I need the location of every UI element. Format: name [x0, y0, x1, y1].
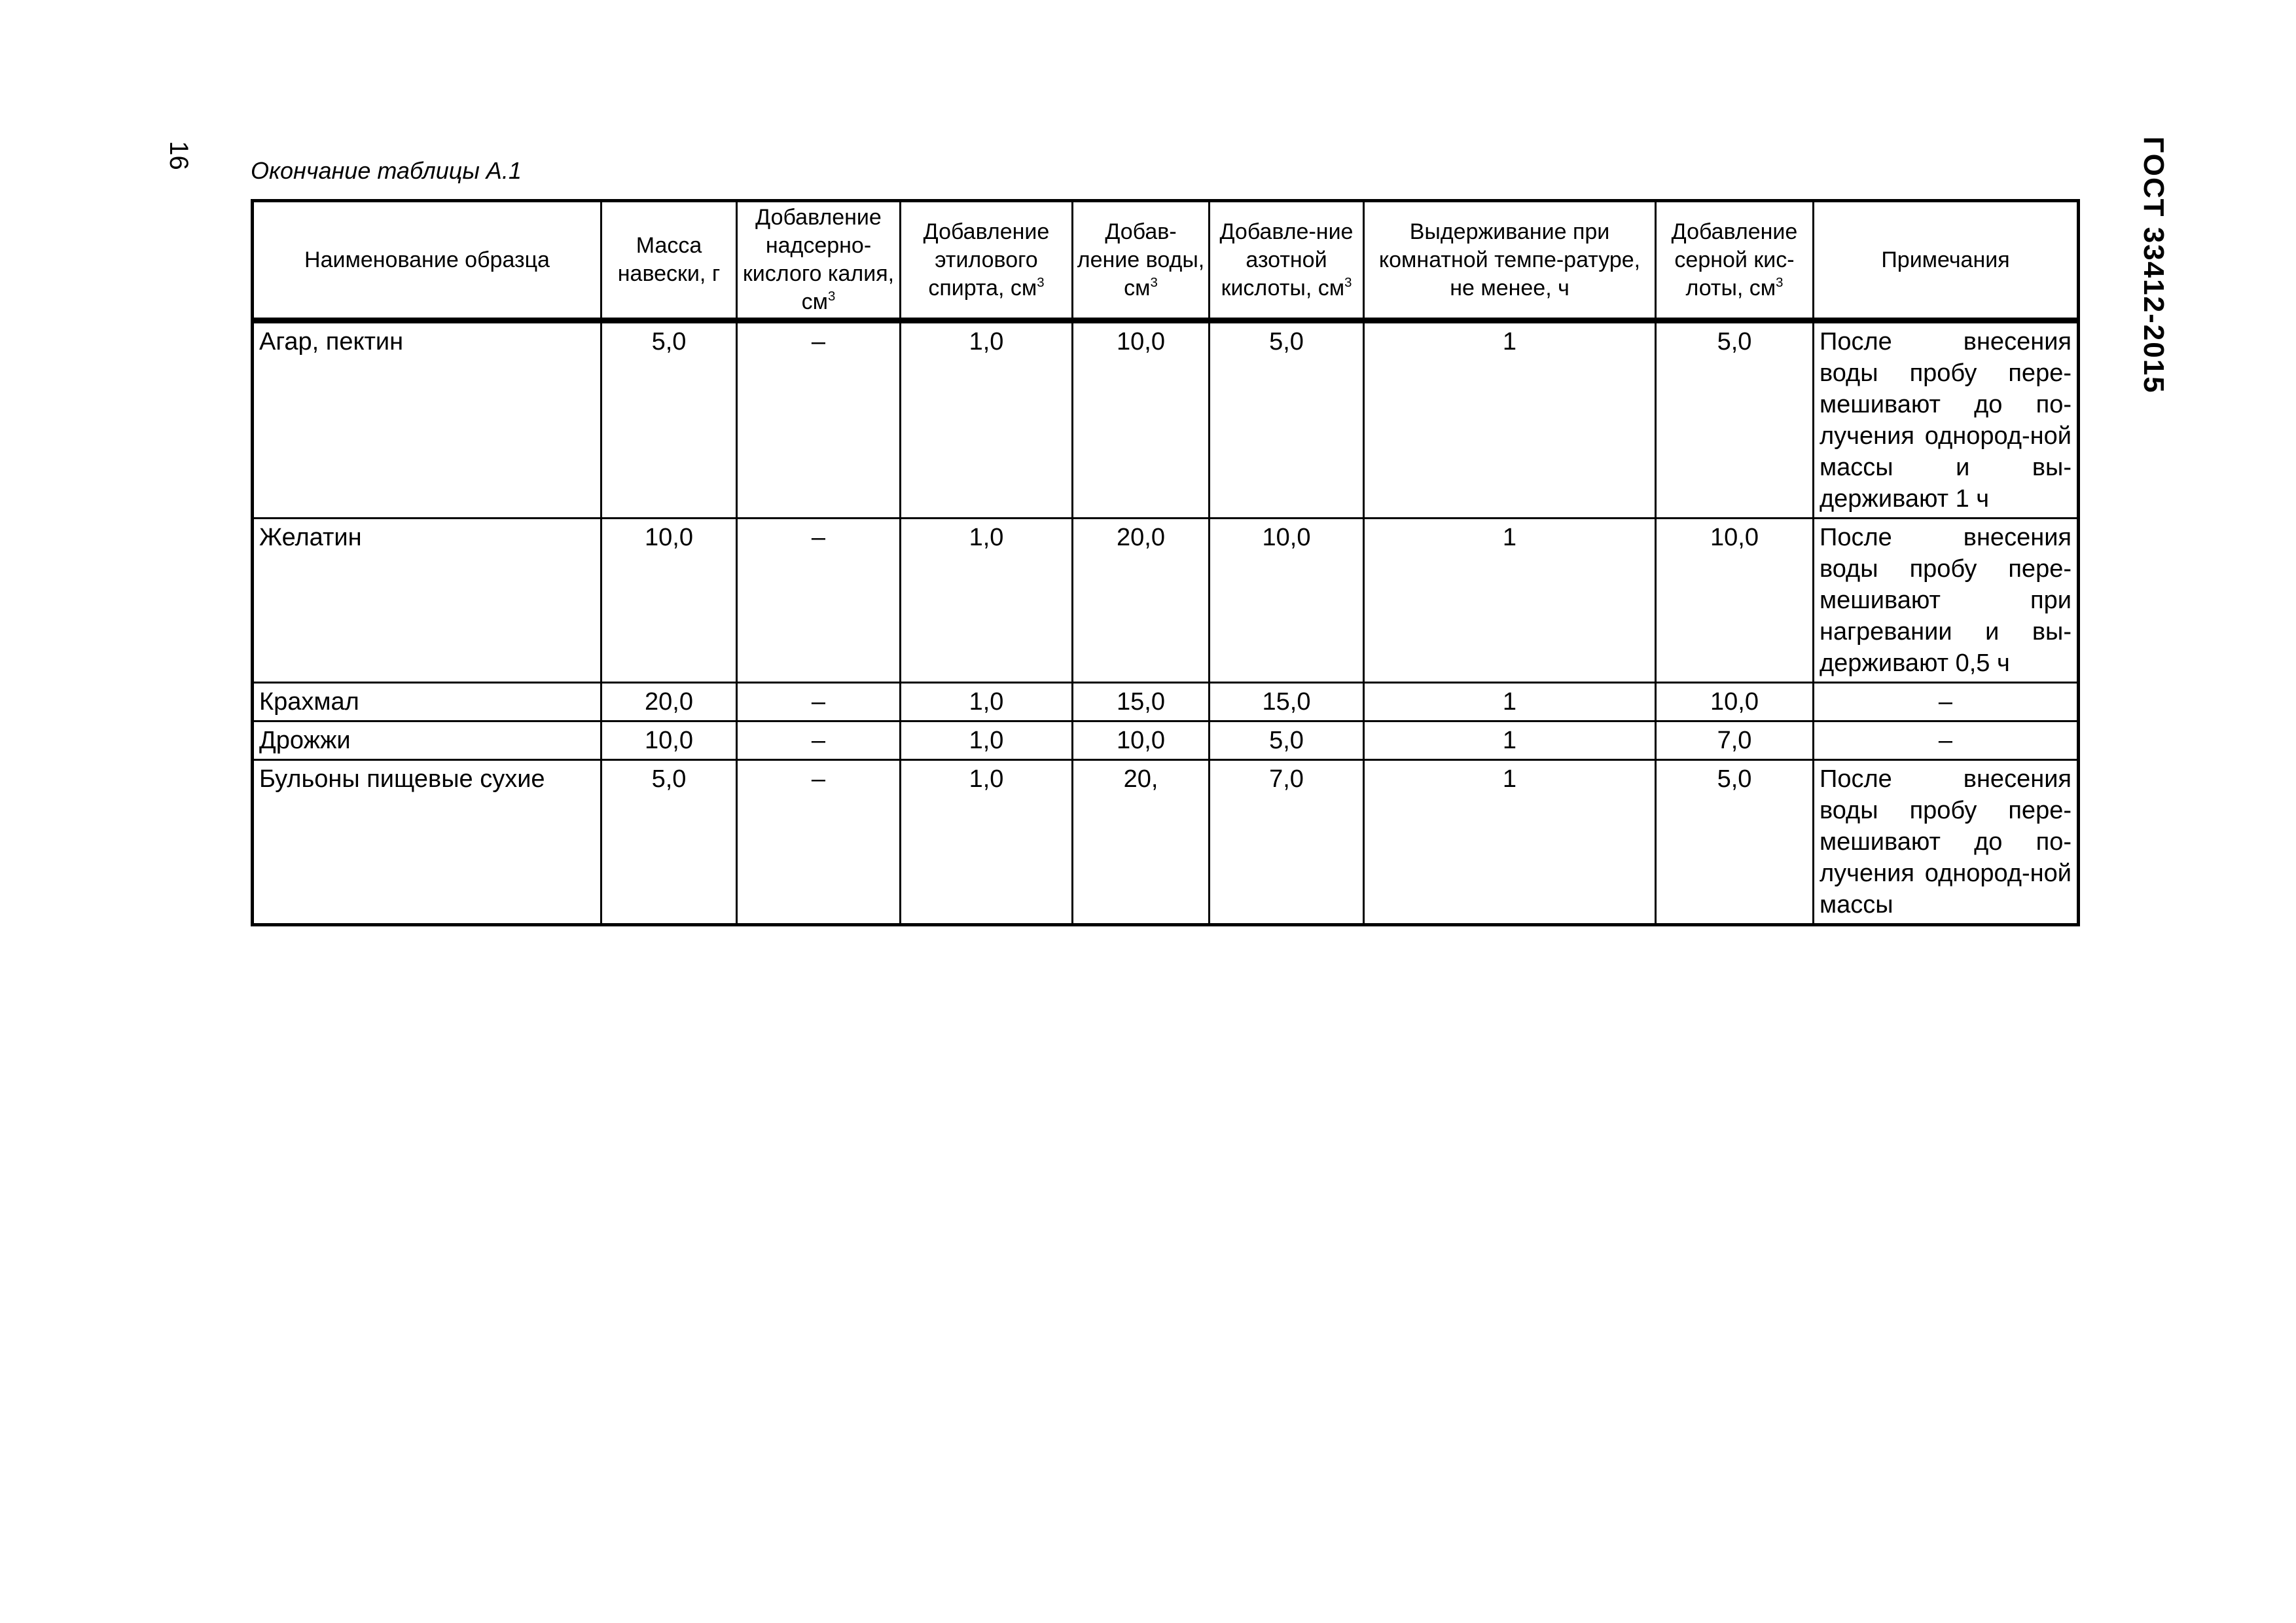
column-header: Добавление надсерно-кислого калия, см3	[736, 200, 901, 321]
value-cell: 5,0	[600, 319, 738, 519]
sample-name-cell: Бульоны пищевые сухие	[251, 759, 602, 926]
value-cell: 1,0	[899, 720, 1073, 761]
sample-name-cell: Желатин	[251, 517, 602, 684]
value-cell: 10,0	[1071, 720, 1210, 761]
value-cell: 10,0	[1208, 517, 1365, 684]
value-cell: 1	[1363, 319, 1657, 519]
unit-superscript: 3	[1776, 275, 1784, 290]
column-header: Добав-ление воды, см3	[1071, 200, 1210, 321]
note-cell: –	[1812, 720, 2079, 761]
column-header: Наименование образца	[251, 200, 602, 321]
value-cell: –	[736, 319, 901, 519]
value-cell: –	[736, 759, 901, 926]
value-cell: 5,0	[1655, 319, 1814, 519]
sample-name-cell: Дрожжи	[251, 720, 602, 761]
value-cell: 5,0	[1208, 319, 1365, 519]
value-cell: 10,0	[600, 517, 738, 684]
column-header: Масса навески, г	[600, 200, 738, 321]
column-header: Добавление этилового спирта, см3	[899, 200, 1073, 321]
value-cell: 5,0	[600, 759, 738, 926]
unit-superscript: 3	[828, 289, 836, 304]
column-header: Выдерживание при комнатной темпе-ратуре,…	[1363, 200, 1657, 321]
column-header-text: Добавле-ние азотной кислоты, см	[1219, 219, 1354, 301]
column-header-text: Наименование образца	[304, 247, 550, 272]
value-cell: 1	[1363, 759, 1657, 926]
value-cell: 5,0	[1655, 759, 1814, 926]
value-cell: 20,0	[1071, 517, 1210, 684]
value-cell: 10,0	[1655, 682, 1814, 722]
unit-superscript: 3	[1344, 275, 1352, 290]
value-cell: 1	[1363, 720, 1657, 761]
table-row: Крахмал 20,0–1,0 15,0 15,0 1 10,0–	[251, 682, 2079, 722]
column-header-text: Масса навески, г	[617, 233, 721, 286]
value-cell: 1,0	[899, 759, 1073, 926]
sample-name-cell: Агар, пектин	[251, 319, 602, 519]
value-cell: 15,0	[1071, 682, 1210, 722]
table-caption: Окончание таблицы А.1	[251, 157, 522, 184]
page-number: 16	[164, 141, 193, 170]
column-header-text: Добав-ление воды, см	[1077, 219, 1205, 301]
sample-name-cell: Крахмал	[251, 682, 602, 722]
standard-designation: ГОСТ 33412-2015	[2138, 136, 2170, 394]
value-cell: 7,0	[1208, 759, 1365, 926]
table-row: Бульоны пищевые сухие 5,0–1,0 20, 7,0 1 5,0 По…	[251, 759, 2079, 926]
column-header-text: Добавление надсерно-кислого калия, см	[742, 205, 895, 314]
value-cell: 20,	[1071, 759, 1210, 926]
value-cell: 1,0	[899, 682, 1073, 722]
data-table: Наименование образца Масса навески, г Доба…	[251, 199, 2080, 926]
value-cell: –	[736, 682, 901, 722]
value-cell: 1	[1363, 517, 1657, 684]
value-cell: 10,0	[1071, 319, 1210, 519]
note-cell: –	[1812, 682, 2079, 722]
unit-superscript: 3	[1037, 275, 1045, 290]
table-row: Дрожжи 10,0–1,0 10,0 5,0 1 7,0–	[251, 720, 2079, 761]
value-cell: 1	[1363, 682, 1657, 722]
column-header: Добавление серной кис-лоты, см3	[1655, 200, 1814, 321]
value-cell: –	[736, 720, 901, 761]
column-header-text: Примечания	[1881, 247, 2010, 272]
table-row: Желатин 10,0–1,0 20,0 10,0 1 10,0 После внесен…	[251, 517, 2079, 684]
table-row: Агар, пектин 5,0–1,0 10,0 5,0 1 5,0 После внес…	[251, 319, 2079, 519]
header-row: Наименование образца Масса навески, г Доба…	[251, 200, 2079, 321]
column-header-text: Выдерживание при комнатной темпе-ратуре,…	[1378, 219, 1641, 301]
value-cell: 5,0	[1208, 720, 1365, 761]
value-cell: 7,0	[1655, 720, 1814, 761]
value-cell: –	[736, 517, 901, 684]
column-header: Добавле-ние азотной кислоты, см3	[1208, 200, 1365, 321]
value-cell: 1,0	[899, 517, 1073, 684]
value-cell: 10,0	[600, 720, 738, 761]
column-header: Примечания	[1812, 200, 2079, 321]
unit-superscript: 3	[1150, 275, 1158, 290]
note-cell: После внесения воды пробу пере-мешивают …	[1812, 759, 2079, 926]
note-cell: После внесения воды пробу пере-мешивают …	[1812, 517, 2079, 684]
value-cell: 20,0	[600, 682, 738, 722]
note-cell: После внесения воды пробу пере-мешивают …	[1812, 319, 2079, 519]
value-cell: 1,0	[899, 319, 1073, 519]
value-cell: 10,0	[1655, 517, 1814, 684]
column-header-text: Добавление этилового спирта, см	[923, 219, 1050, 301]
column-header-text: Добавление серной кис-лоты, см	[1671, 219, 1798, 301]
value-cell: 15,0	[1208, 682, 1365, 722]
